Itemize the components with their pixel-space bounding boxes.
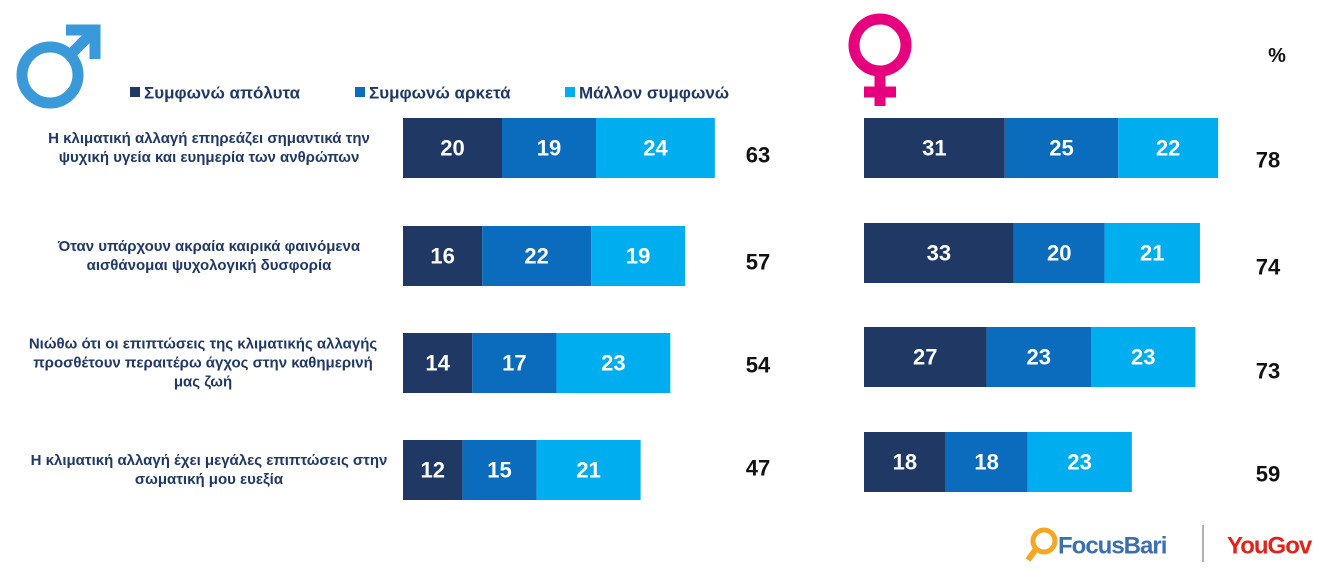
- data-label: 24: [643, 136, 668, 161]
- bar-segment: [986, 327, 1091, 387]
- bar-segment: [462, 440, 537, 500]
- data-label: 22: [524, 244, 548, 269]
- bar-segment: [403, 118, 502, 178]
- category-label: Η κλιματική αλλαγή έχει μεγάλες επιπτώσε…: [30, 452, 388, 488]
- unit-label: %: [1268, 45, 1286, 67]
- data-label: 20: [1047, 241, 1071, 266]
- total-label: 57: [746, 250, 770, 275]
- data-label: 15: [487, 458, 511, 483]
- legend-label: Συμφωνώ αρκετά: [369, 84, 511, 103]
- male-icon: [16, 24, 101, 109]
- bar-segment: [482, 226, 592, 286]
- logo-mark: [1025, 527, 1058, 562]
- data-label: 12: [420, 458, 444, 483]
- data-label: 23: [601, 351, 625, 376]
- bar-segment: [864, 223, 1014, 283]
- bar-segment: [1118, 118, 1219, 178]
- bar-segment: [596, 118, 715, 178]
- legend-swatch: [130, 87, 140, 97]
- data-label: 18: [974, 450, 998, 475]
- bar-segment: [864, 432, 946, 492]
- data-label: 23: [1027, 345, 1051, 370]
- bar-segment: [945, 432, 1028, 492]
- total-label: 73: [1256, 359, 1280, 384]
- category-label: Όταν υπάρχουν ακραία καιρικά φαινόμενα α…: [57, 238, 361, 274]
- data-label: 16: [430, 244, 454, 269]
- bar-segment: [1027, 432, 1132, 492]
- data-label: 31: [922, 136, 946, 161]
- data-label: 23: [1067, 450, 1091, 475]
- data-label: 14: [425, 351, 450, 376]
- legend-label: Συμφωνώ απόλυτα: [144, 84, 301, 103]
- data-label: 20: [440, 136, 464, 161]
- bar-segment: [864, 118, 1005, 178]
- data-label: 22: [1156, 136, 1180, 161]
- data-label: 25: [1049, 136, 1073, 161]
- bar-segment: [403, 440, 463, 500]
- bar-segment: [472, 333, 557, 393]
- bar-segment: [536, 440, 641, 500]
- data-label: 21: [1140, 241, 1164, 266]
- legend-swatch: [565, 87, 575, 97]
- total-label: 63: [746, 143, 770, 168]
- data-label: 19: [626, 244, 650, 269]
- data-label: 19: [537, 136, 561, 161]
- logo-yougov: YouGov: [1227, 533, 1313, 560]
- data-label: 33: [927, 241, 951, 266]
- data-label: 23: [1131, 345, 1155, 370]
- bar-segment: [403, 226, 483, 286]
- data-label: 17: [502, 351, 526, 376]
- bar-segment: [1091, 327, 1196, 387]
- total-label: 59: [1256, 462, 1280, 487]
- logo-focusbari: FocusBari: [1058, 533, 1166, 560]
- legend-swatch: [355, 87, 365, 97]
- data-label: 21: [576, 458, 600, 483]
- category-label: Η κλιματική αλλαγή επηρεάζει σημαντικά τ…: [48, 130, 370, 166]
- bar-segment: [403, 333, 473, 393]
- bar-segment: [1013, 223, 1105, 283]
- bar-segment: [1004, 118, 1119, 178]
- category-label: Νιώθω ότι οι επιπτώσεις της κλιματικής α…: [28, 335, 378, 391]
- bar-segment: [591, 226, 686, 286]
- bar-segment: [502, 118, 597, 178]
- total-label: 74: [1256, 255, 1281, 280]
- total-label: 47: [746, 456, 770, 481]
- bar-segment: [1104, 223, 1200, 283]
- total-label: 78: [1256, 148, 1280, 173]
- total-label: 54: [746, 353, 771, 378]
- legend-label: Μάλλον συμφωνώ: [579, 84, 729, 103]
- bar-segment: [864, 327, 987, 387]
- female-icon: [848, 13, 912, 106]
- data-label: 27: [913, 345, 937, 370]
- data-label: 18: [893, 450, 917, 475]
- bar-segment: [556, 333, 671, 393]
